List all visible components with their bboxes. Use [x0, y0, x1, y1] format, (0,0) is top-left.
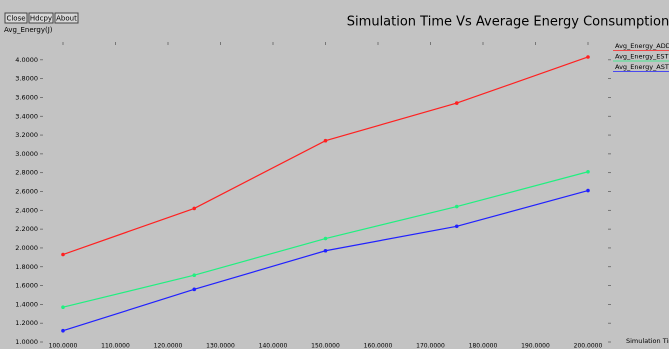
data-point — [323, 248, 328, 253]
close-button[interactable]: Close — [4, 12, 28, 24]
y-tick-label: 1.6000 — [15, 282, 38, 290]
x-tick-label: 170.0000 — [416, 343, 445, 349]
y-tick-label: 3.2000 — [15, 131, 38, 139]
y-tick-label: 1.2000 — [15, 319, 38, 327]
x-tick-label: 160.0000 — [364, 343, 393, 349]
x-axis-label: Simulation Tim — [626, 337, 669, 345]
legend-label: Avg_Energy_AST — [615, 63, 669, 71]
data-point — [61, 252, 65, 257]
button-label[interactable]: About — [56, 15, 77, 23]
legend-label: Avg_Energy_ADD — [615, 42, 669, 50]
x-tick-label: 130.0000 — [206, 343, 235, 349]
y-tick-label: 2.2000 — [15, 225, 38, 233]
data-point — [323, 138, 328, 143]
y-tick-label: 2.4000 — [15, 206, 38, 214]
legend-label: Avg_Energy_EST — [615, 53, 669, 61]
chart-title: Simulation Time Vs Average Energy Consum… — [347, 15, 669, 30]
data-point — [192, 206, 197, 211]
button-label[interactable]: Close — [6, 15, 25, 23]
x-tick-label: 140.0000 — [259, 343, 288, 349]
x-tick-label: 120.0000 — [154, 343, 183, 349]
hdcpy-button[interactable]: Hdcpy — [28, 12, 54, 24]
y-tick-label: 1.8000 — [15, 263, 38, 271]
x-tick-label: 190.0000 — [521, 343, 550, 349]
x-tick-label: 100.0000 — [49, 343, 78, 349]
data-point — [61, 328, 65, 333]
data-point — [454, 224, 459, 229]
data-point — [192, 273, 197, 278]
y-tick-label: 2.8000 — [15, 169, 38, 177]
x-tick-label: 150.0000 — [311, 343, 340, 349]
data-point — [454, 204, 459, 209]
y-tick-label: 4.0000 — [15, 56, 38, 64]
data-point — [586, 188, 590, 193]
data-point — [586, 169, 590, 174]
data-point — [454, 101, 459, 105]
y-tick-label: 3.6000 — [15, 93, 38, 101]
y-tick-label: 1.4000 — [15, 300, 38, 308]
data-point — [586, 55, 590, 59]
data-point — [61, 305, 65, 309]
x-tick-label: 180.0000 — [469, 343, 498, 349]
data-point — [192, 287, 197, 292]
y-tick-label: 2.0000 — [15, 244, 38, 252]
x-tick-label: 110.0000 — [101, 343, 130, 349]
button-label[interactable]: Hdcpy — [30, 15, 52, 23]
y-tick-label: 2.6000 — [15, 188, 38, 196]
y-tick-label: 3.4000 — [15, 112, 38, 120]
y-tick-label: 1.0000 — [15, 338, 38, 346]
y-axis-label: Avg_Energy(J) — [4, 26, 53, 34]
data-point — [323, 236, 328, 241]
about-button[interactable]: About — [54, 12, 79, 24]
y-tick-label: 3.0000 — [15, 150, 38, 158]
y-tick-label: 3.8000 — [15, 75, 38, 83]
x-tick-label: 200.0000 — [574, 343, 603, 349]
